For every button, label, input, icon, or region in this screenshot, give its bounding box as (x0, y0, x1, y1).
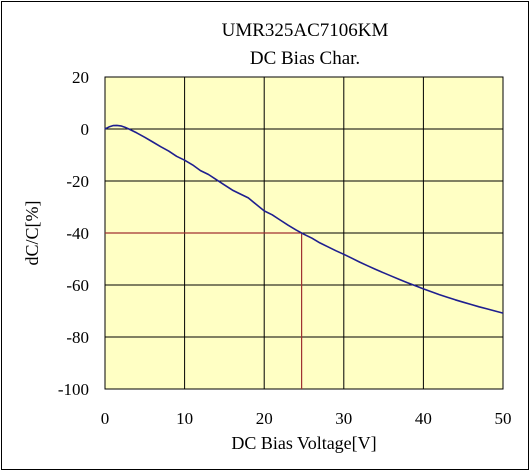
y-tick-label-3: -40 (66, 224, 89, 243)
grid (105, 77, 503, 389)
y-tick-label-2: -20 (66, 172, 89, 191)
x-tick-labels: 0 10 20 30 40 50 (101, 409, 512, 428)
x-axis-label: DC Bias Voltage[V] (231, 433, 376, 453)
y-tick-label-4: -60 (66, 276, 89, 295)
y-tick-label-1: 0 (81, 120, 90, 139)
x-tick-label-0: 0 (101, 409, 110, 428)
y-axis-label: dC/C[%] (22, 201, 42, 266)
x-tick-label-1: 10 (176, 409, 193, 428)
chart-title: UMR325AC7106KM (222, 20, 389, 41)
series-layer (104, 124, 504, 314)
x-tick-label-4: 40 (415, 409, 432, 428)
x-tick-label-5: 50 (495, 409, 512, 428)
y-tick-label-0: 20 (72, 68, 89, 87)
series-line-0 (104, 124, 504, 314)
x-tick-label-2: 20 (256, 409, 273, 428)
y-tick-label-5: -80 (66, 328, 89, 347)
x-tick-label-3: 30 (335, 409, 352, 428)
y-tick-label-6: -100 (58, 380, 89, 399)
chart-subtitle: DC Bias Char. (250, 48, 360, 69)
y-tick-labels: 20 0 -20 -40 -60 -80 -100 (58, 68, 89, 399)
